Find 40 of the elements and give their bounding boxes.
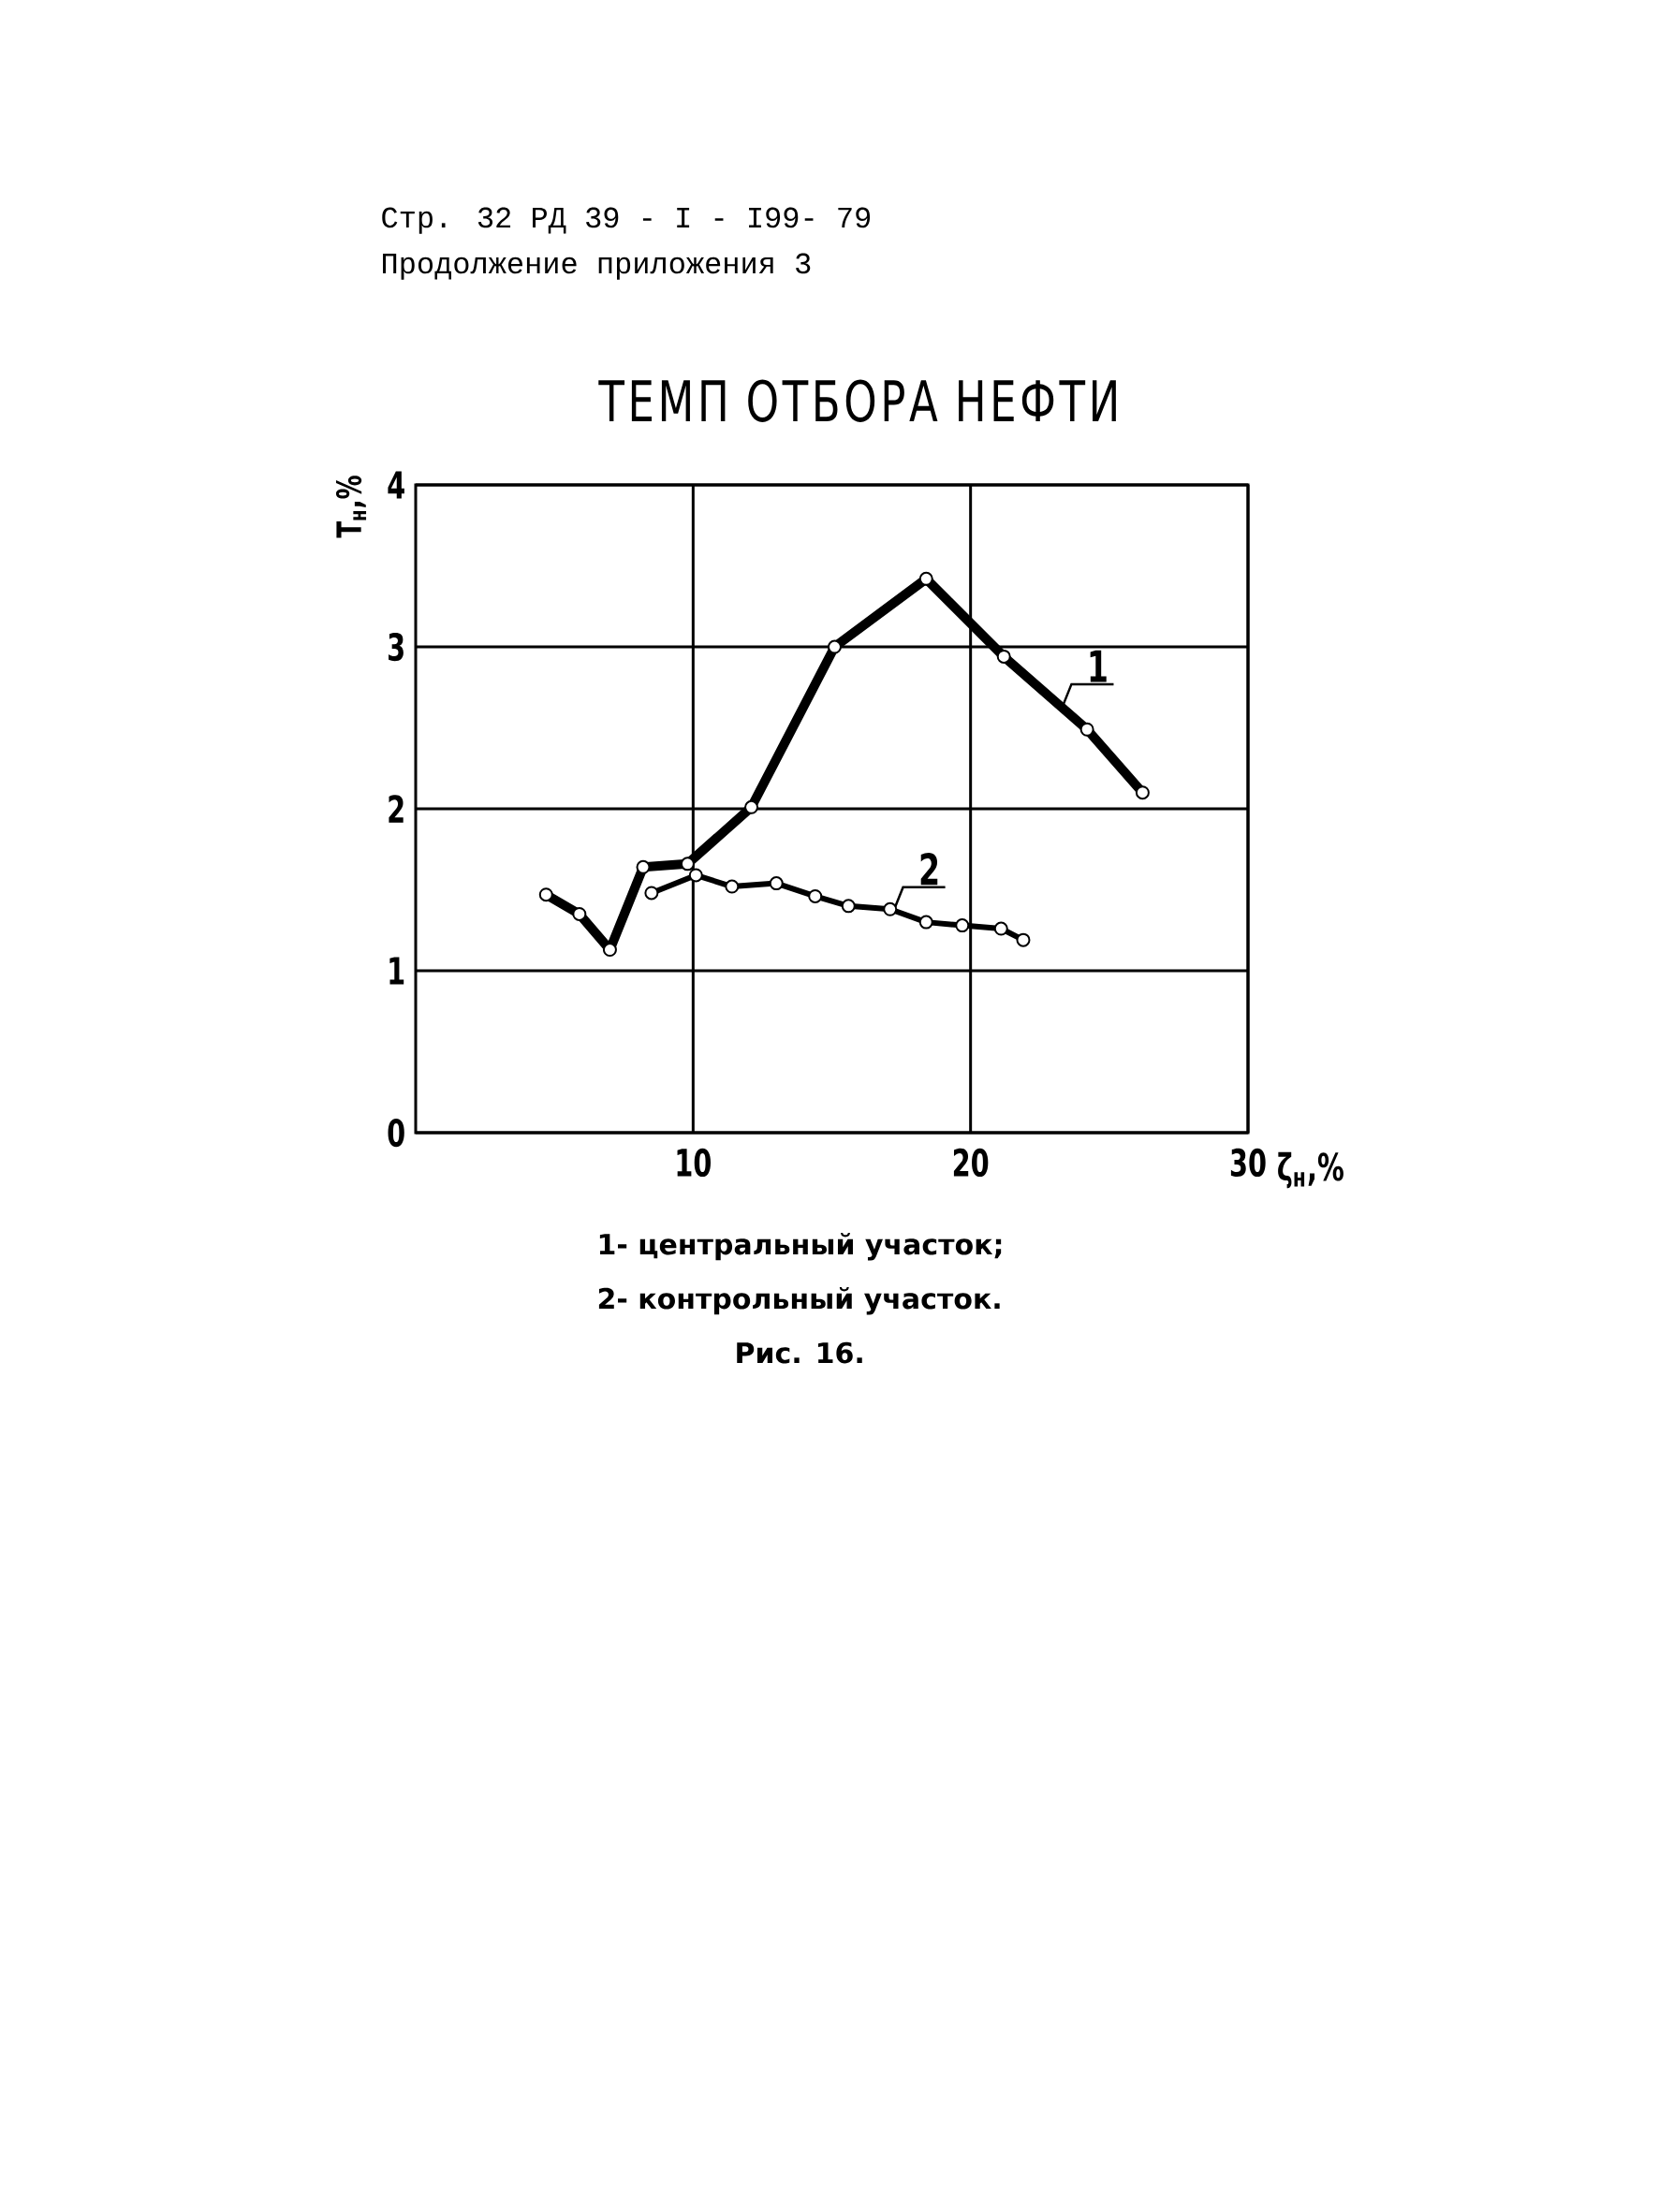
point bbox=[769, 876, 784, 891]
text: Рис. 16. bbox=[737, 1341, 862, 1364]
point bbox=[636, 859, 651, 874]
series-label: 2 bbox=[920, 853, 938, 886]
chart-title: ТЕМП ОТБОРА НЕФТИ bbox=[598, 379, 1116, 422]
point bbox=[688, 868, 703, 883]
y-tick-label: 4 bbox=[388, 471, 404, 499]
y-tick-label: 1 bbox=[389, 957, 404, 985]
point bbox=[827, 639, 842, 654]
x-tick-label: 10 bbox=[677, 1148, 711, 1178]
y-tick-label: 3 bbox=[389, 632, 404, 662]
point bbox=[538, 887, 553, 902]
point bbox=[1135, 785, 1150, 800]
point bbox=[1079, 722, 1094, 737]
point bbox=[955, 918, 970, 933]
x-axis-title: ζ$_{н}$,% bbox=[1278, 1151, 1343, 1189]
text: 2- контрольный участок. bbox=[598, 1287, 1000, 1315]
point bbox=[883, 901, 898, 916]
x-tick-label: 20 bbox=[953, 1148, 989, 1178]
x-tick-label: 30 bbox=[1230, 1148, 1266, 1178]
point bbox=[841, 899, 856, 914]
point bbox=[644, 886, 659, 901]
series-label: 1 bbox=[1090, 650, 1107, 682]
y-tick-label: 2 bbox=[389, 795, 404, 823]
point bbox=[572, 906, 587, 921]
y-tick-label: 0 bbox=[388, 1118, 404, 1148]
point bbox=[744, 799, 759, 814]
text: 1- центральный участок; bbox=[599, 1233, 1002, 1261]
point bbox=[996, 649, 1011, 664]
text: Продолжение приложения 3 bbox=[383, 253, 811, 280]
text: Стр. 32 РД 39 - I - I99- 79 bbox=[382, 207, 871, 234]
point bbox=[993, 921, 1008, 936]
point bbox=[1016, 932, 1031, 947]
point bbox=[918, 571, 933, 586]
point bbox=[602, 943, 617, 958]
point bbox=[918, 915, 933, 930]
point bbox=[725, 879, 740, 894]
point bbox=[808, 888, 823, 903]
y-axis-title: Т$_{н}$,% bbox=[335, 476, 367, 538]
point bbox=[680, 857, 695, 872]
